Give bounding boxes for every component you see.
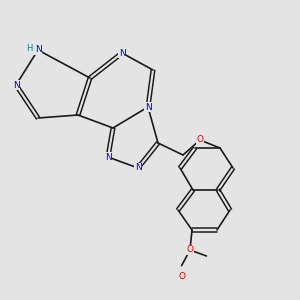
Text: N: N — [135, 164, 141, 172]
Text: N: N — [34, 46, 41, 55]
Text: O: O — [178, 272, 185, 280]
Text: N: N — [118, 49, 125, 58]
Text: N: N — [105, 152, 111, 161]
Text: O: O — [187, 245, 194, 254]
Text: N: N — [13, 80, 20, 89]
Text: N: N — [145, 103, 152, 112]
Text: O: O — [196, 136, 203, 145]
Text: H: H — [26, 44, 33, 53]
